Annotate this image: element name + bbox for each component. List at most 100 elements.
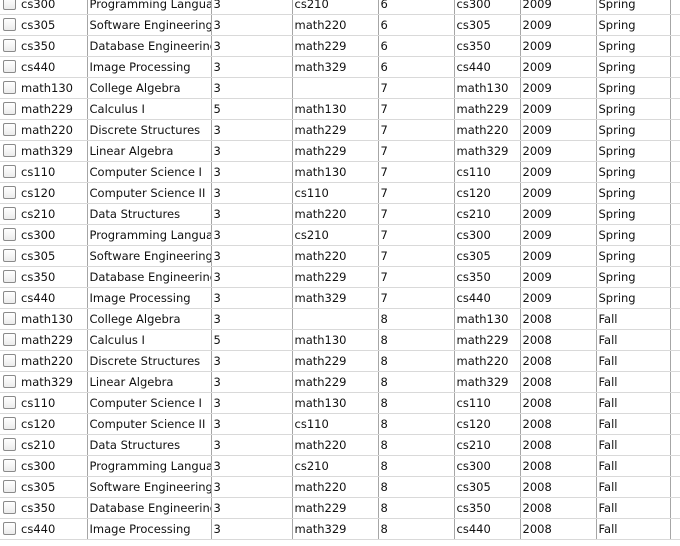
year-cell: 2008: [520, 413, 597, 435]
row-select-checkbox[interactable]: [3, 207, 16, 220]
row-tail-cell: [670, 350, 680, 372]
semester-cell: Fall: [596, 350, 671, 372]
course-id-cell: math329: [454, 140, 521, 162]
row-select-checkbox[interactable]: [3, 0, 16, 10]
course-code-cell: math329: [19, 140, 88, 162]
credits-cell: 5: [211, 329, 293, 351]
semester-cell: Spring: [596, 14, 671, 36]
row-select-checkbox[interactable]: [3, 438, 16, 451]
course-id-cell: math130: [454, 308, 521, 330]
row-select-checkbox[interactable]: [3, 396, 16, 409]
prerequisite-cell: math130: [292, 392, 379, 414]
row-select-checkbox[interactable]: [3, 60, 16, 73]
course-code-cell: cs300: [19, 224, 88, 246]
year-cell: 2008: [520, 455, 597, 477]
row-select-cell: [0, 308, 19, 330]
row-tail-cell: [670, 476, 680, 498]
course-title-cell: Discrete Structures: [87, 119, 212, 141]
row-select-checkbox[interactable]: [3, 333, 16, 346]
row-select-checkbox[interactable]: [3, 270, 16, 283]
course-title-cell: Linear Algebra: [87, 140, 212, 162]
row-select-checkbox[interactable]: [3, 312, 16, 325]
semester-cell: Spring: [596, 140, 671, 162]
course-code-cell: math130: [19, 77, 88, 99]
table-row: cs210 Data Structures 3 math220 7 cs210 2009 Sp…: [0, 203, 680, 225]
row-select-cell: [0, 266, 19, 288]
course-id-cell: cs300: [454, 0, 521, 15]
year-cell: 2008: [520, 434, 597, 456]
course-title-cell: Programming Languages: [87, 224, 212, 246]
table-row: cs120 Computer Science II 3 cs110 8 cs120 2008…: [0, 413, 680, 435]
row-tail-cell: [670, 308, 680, 330]
credits-cell: 3: [211, 392, 293, 414]
year-cell: 2008: [520, 497, 597, 519]
credits-cell: 3: [211, 203, 293, 225]
semester-cell: Fall: [596, 329, 671, 351]
row-tail-cell: [670, 35, 680, 57]
row-select-checkbox[interactable]: [3, 39, 16, 52]
row-select-checkbox[interactable]: [3, 354, 16, 367]
prerequisite-cell: math220: [292, 434, 379, 456]
table-row: cs110 Computer Science I 3 math130 8 cs110 200…: [0, 392, 680, 414]
term-number-cell: 6: [378, 0, 455, 15]
credits-cell: 3: [211, 35, 293, 57]
row-select-checkbox[interactable]: [3, 459, 16, 472]
row-select-checkbox[interactable]: [3, 249, 16, 262]
row-select-checkbox[interactable]: [3, 102, 16, 115]
table-row: cs440 Image Processing 3 math329 8 cs440 2008 F…: [0, 518, 680, 540]
term-number-cell: 8: [378, 497, 455, 519]
table-row: math329 Linear Algebra 3 math229 7 math329 200…: [0, 140, 680, 162]
row-tail-cell: [670, 371, 680, 393]
course-title-cell: Calculus I: [87, 98, 212, 120]
prerequisite-cell: math220: [292, 245, 379, 267]
credits-cell: 3: [211, 182, 293, 204]
year-cell: 2009: [520, 266, 597, 288]
row-tail-cell: [670, 497, 680, 519]
row-select-checkbox[interactable]: [3, 165, 16, 178]
row-select-checkbox[interactable]: [3, 123, 16, 136]
semester-cell: Fall: [596, 413, 671, 435]
row-select-checkbox[interactable]: [3, 501, 16, 514]
row-select-cell: [0, 371, 19, 393]
row-select-checkbox[interactable]: [3, 522, 16, 535]
year-cell: 2009: [520, 14, 597, 36]
prerequisite-cell: math229: [292, 371, 379, 393]
row-tail-cell: [670, 518, 680, 540]
prerequisite-cell: math229: [292, 119, 379, 141]
term-number-cell: 7: [378, 224, 455, 246]
row-select-cell: [0, 413, 19, 435]
row-select-checkbox[interactable]: [3, 228, 16, 241]
course-title-cell: Calculus I: [87, 329, 212, 351]
semester-cell: Fall: [596, 308, 671, 330]
year-cell: 2009: [520, 119, 597, 141]
course-id-cell: cs120: [454, 413, 521, 435]
year-cell: 2009: [520, 0, 597, 15]
row-select-checkbox[interactable]: [3, 480, 16, 493]
credits-cell: 3: [211, 56, 293, 78]
course-id-cell: math229: [454, 329, 521, 351]
row-select-checkbox[interactable]: [3, 375, 16, 388]
credits-cell: 3: [211, 245, 293, 267]
course-title-cell: Database Engineering: [87, 497, 212, 519]
course-code-cell: cs210: [19, 203, 88, 225]
row-tail-cell: [670, 392, 680, 414]
row-select-cell: [0, 98, 19, 120]
row-select-cell: [0, 224, 19, 246]
row-select-checkbox[interactable]: [3, 81, 16, 94]
course-id-cell: math229: [454, 98, 521, 120]
row-select-checkbox[interactable]: [3, 144, 16, 157]
row-tail-cell: [670, 119, 680, 141]
year-cell: 2008: [520, 518, 597, 540]
row-select-cell: [0, 287, 19, 309]
credits-cell: 3: [211, 413, 293, 435]
row-select-checkbox[interactable]: [3, 186, 16, 199]
row-select-checkbox[interactable]: [3, 417, 16, 430]
credits-cell: 3: [211, 308, 293, 330]
course-id-cell: cs120: [454, 182, 521, 204]
row-select-checkbox[interactable]: [3, 18, 16, 31]
row-select-cell: [0, 56, 19, 78]
row-select-checkbox[interactable]: [3, 291, 16, 304]
course-id-cell: cs350: [454, 497, 521, 519]
